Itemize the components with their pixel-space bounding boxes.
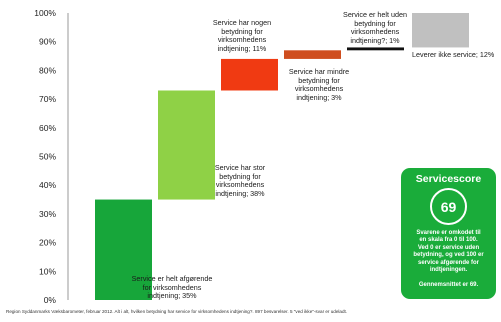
y-tick-label: 40% <box>39 180 56 190</box>
servicescore-title: Servicescore <box>415 173 482 185</box>
y-tick-label: 50% <box>39 152 56 162</box>
y-tick-label: 60% <box>39 123 56 133</box>
y-tick-label: 20% <box>39 238 56 248</box>
segment-label-1: Service er helt afgørende for virksomhed… <box>131 274 213 301</box>
bar-segment-5 <box>347 47 404 51</box>
segment-label-5: Service er helt uden betydning for virks… <box>343 10 407 45</box>
bars <box>95 13 469 300</box>
segment-label-3: Service har nogen betydning for virksomh… <box>212 18 272 53</box>
bar-segment-3 <box>221 58 278 91</box>
servicescore-box: Servicescore 69 Svarene er omkodet til e… <box>401 168 496 299</box>
y-tick-label: 80% <box>39 65 56 75</box>
servicescore-description: Svarene er omkodet til en skala fra 0 ti… <box>413 230 484 274</box>
bar-segment-4 <box>284 50 341 59</box>
bar-segment-2 <box>158 90 215 200</box>
y-tick-label: 0% <box>44 295 57 305</box>
bar-segment-6 <box>412 13 469 48</box>
y-tick-label: 10% <box>39 266 56 276</box>
y-axis-ticks: 0% 10% 20% 30% 40% 50% 60% 70% 80% 90% 100% <box>34 8 56 305</box>
y-tick-label: 70% <box>39 94 56 104</box>
segment-label-2: Service har stor betydning for virksomhe… <box>214 163 266 198</box>
y-tick-label: 30% <box>39 209 56 219</box>
servicescore-value: 69 <box>430 188 467 225</box>
source-footnote: Region Syddanmarks Væksbarometer, februa… <box>6 309 348 314</box>
y-tick-label: 100% <box>34 8 56 18</box>
bar-segment-1 <box>95 199 152 300</box>
servicescore-average: Gennemsnittet er 69. <box>418 282 479 289</box>
segment-label-4: Service har mindre betydning for virksom… <box>288 67 350 102</box>
segment-label-6: Leverer ikke service; 12% <box>412 50 495 59</box>
y-tick-label: 90% <box>39 37 56 47</box>
